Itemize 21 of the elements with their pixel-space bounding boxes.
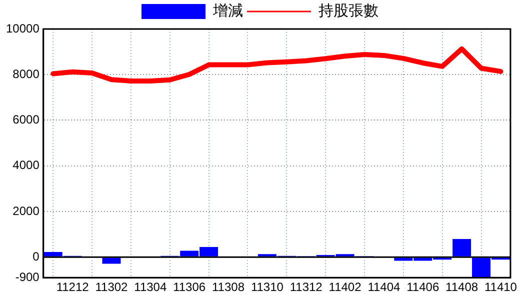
x-tick-label: 11410: [484, 280, 518, 294]
x-tick-label: 11310: [250, 280, 284, 294]
y-tick-label: 0: [32, 249, 40, 264]
legend-label: 增減: [212, 2, 243, 20]
x-tick-label: 11402: [328, 280, 362, 294]
x-tick-label: 11408: [446, 280, 478, 294]
x-tick-label: 11212: [56, 280, 90, 294]
y-tick-label: 6000: [12, 112, 40, 127]
y-tick-label: 10000: [6, 21, 40, 36]
x-tick-label: 11306: [173, 280, 206, 294]
x-tick-label: 11404: [368, 280, 401, 294]
y-tick-label: 2000: [12, 204, 40, 218]
y-tick-label: -900: [15, 270, 40, 284]
y-tick-label: 4000: [12, 158, 40, 172]
x-tick-label: 11312: [290, 280, 323, 294]
x-tick-label: 11308: [212, 280, 245, 294]
y-tick-label: 8000: [12, 66, 40, 81]
legend-label: 持股張數: [318, 2, 378, 20]
x-tick-label: 11304: [134, 280, 167, 294]
x-tick-label: 11406: [406, 280, 440, 294]
x-tick-label: 11302: [95, 280, 128, 294]
